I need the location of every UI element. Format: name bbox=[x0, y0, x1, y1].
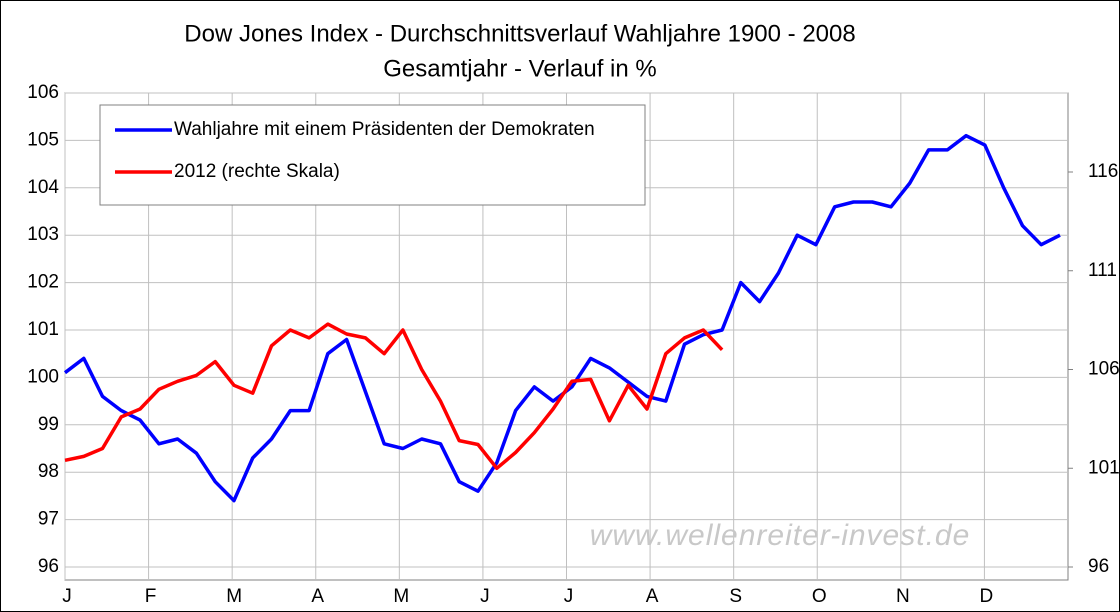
x-tick-label: O bbox=[812, 586, 827, 607]
x-tick-label: J bbox=[480, 586, 490, 607]
y2-tick-label: 96 bbox=[1088, 556, 1109, 577]
y-tick-label: 106 bbox=[27, 82, 59, 103]
x-tick-label: F bbox=[145, 586, 157, 607]
y-tick-label: 97 bbox=[38, 509, 59, 530]
x-tick-label: D bbox=[980, 586, 994, 607]
y-tick-label: 103 bbox=[27, 224, 59, 245]
legend-box bbox=[99, 104, 646, 206]
y2-tick-label: 101 bbox=[1088, 457, 1120, 478]
x-tick-label: M bbox=[393, 586, 409, 607]
y-tick-label: 100 bbox=[27, 366, 59, 387]
legend-label: 2012 (rechte Skala) bbox=[174, 161, 340, 182]
chart-title: Dow Jones Index - Durchschnittsverlauf W… bbox=[184, 20, 855, 47]
y2-tick-label: 106 bbox=[1088, 359, 1120, 380]
watermark: www.wellenreiter-invest.de bbox=[590, 519, 971, 552]
x-tick-label: N bbox=[896, 586, 910, 607]
y-tick-label: 104 bbox=[27, 177, 59, 198]
x-tick-label: S bbox=[729, 586, 742, 607]
x-tick-label: A bbox=[646, 586, 659, 607]
y-tick-label: 102 bbox=[27, 272, 59, 293]
x-tick-label: J bbox=[564, 586, 574, 607]
y-tick-label: 98 bbox=[38, 461, 59, 482]
y-tick-label: 101 bbox=[27, 319, 59, 340]
y2-tick-label: 116 bbox=[1088, 161, 1118, 182]
y2-tick-label: 111 bbox=[1088, 260, 1117, 281]
data-line bbox=[64, 322, 724, 471]
x-tick-label: M bbox=[226, 586, 242, 607]
y-tick-label: 105 bbox=[27, 129, 59, 150]
y-tick-label: 99 bbox=[38, 414, 59, 435]
legend-label: Wahljahre mit einem Präsidenten der Demo… bbox=[174, 119, 595, 140]
y-tick-label: 96 bbox=[38, 556, 59, 577]
x-tick-label: J bbox=[62, 586, 72, 607]
chart-subtitle: Gesamtjahr - Verlauf in % bbox=[383, 55, 656, 82]
x-tick-label: A bbox=[311, 586, 324, 607]
